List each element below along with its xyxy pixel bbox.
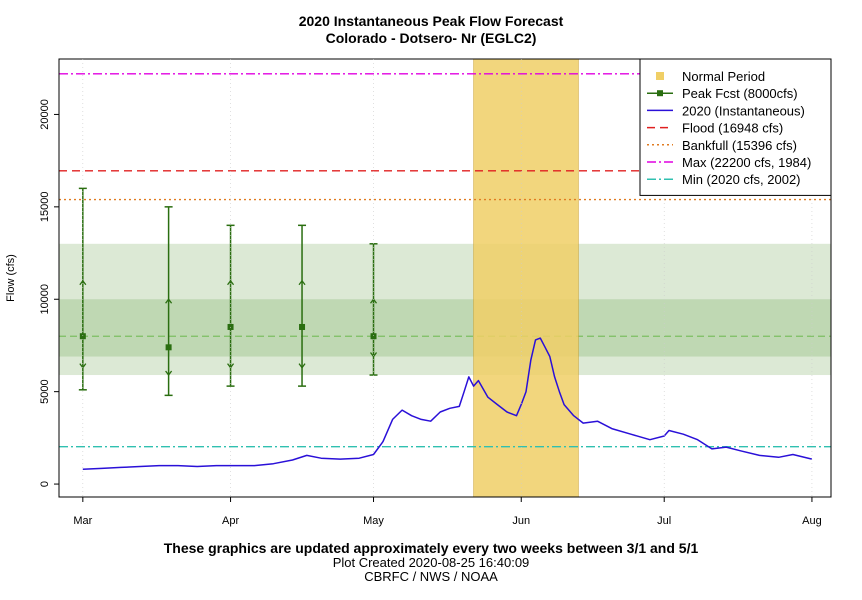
plot-frame bbox=[58, 58, 832, 498]
normal-period-band bbox=[473, 59, 579, 497]
legend-item-5: Bankfull (15396 cfs) bbox=[647, 138, 797, 153]
x-tick-label: Mar bbox=[73, 515, 92, 527]
footer-update-note: These graphics are updated approximately… bbox=[163, 540, 699, 556]
legend-item-4: Flood (16948 cfs) bbox=[647, 121, 783, 136]
forecast-p75-arrow bbox=[165, 370, 173, 377]
legend-item-1: Normal Period bbox=[656, 69, 765, 84]
forecast-p75-arrow bbox=[369, 352, 378, 358]
peak-forecast-2 bbox=[164, 206, 173, 397]
footer-created: Plot Created 2020-08-25 16:40:09 bbox=[332, 555, 530, 570]
legend-item-2: Peak Fcst (8000cfs) bbox=[647, 86, 798, 101]
y-tick-label: 10000 bbox=[39, 284, 51, 315]
legend-label: Peak Fcst (8000cfs) bbox=[682, 86, 798, 101]
x-tick-label: Jul bbox=[657, 515, 671, 527]
x-tick-label: May bbox=[363, 515, 384, 527]
forecast-p25-arrow bbox=[165, 298, 173, 304]
y-tick-label: 20000 bbox=[39, 99, 51, 130]
forecast-p25-arrow bbox=[227, 279, 235, 286]
legend-label: Bankfull (15396 cfs) bbox=[682, 138, 797, 153]
legend-item-7: Min (2020 cfs, 2002) bbox=[647, 172, 801, 187]
legend-swatch bbox=[656, 72, 664, 80]
legend-label: Max (22200 cfs, 1984) bbox=[682, 155, 811, 170]
forecast-p25-arrow bbox=[79, 279, 87, 286]
x-tick-label: Apr bbox=[222, 515, 239, 527]
forecast-point bbox=[299, 323, 306, 330]
forecast-p25-arrow bbox=[298, 279, 306, 286]
x-tick-label: Jun bbox=[512, 515, 530, 527]
legend-item-3: 2020 (Instantaneous) bbox=[647, 103, 805, 118]
series-line-instantaneous bbox=[82, 337, 813, 471]
legend-label: Flood (16948 cfs) bbox=[682, 121, 783, 136]
footer-agency: CBRFC / NWS / NOAA bbox=[364, 569, 498, 584]
forecast-point bbox=[227, 323, 234, 330]
legend-box bbox=[639, 58, 832, 196]
y-tick-label: 5000 bbox=[39, 379, 51, 403]
legend-label: 2020 (Instantaneous) bbox=[682, 103, 805, 118]
forecast-p75-arrow bbox=[298, 363, 306, 369]
chart-subtitle: Colorado - Dotsero- Nr (EGLC2) bbox=[325, 30, 537, 46]
legend-item-6: Max (22200 cfs, 1984) bbox=[647, 155, 811, 170]
forecast-band-inner bbox=[59, 299, 831, 357]
peak-forecast-4 bbox=[298, 224, 307, 387]
chart-title: 2020 Instantaneous Peak Flow Forecast bbox=[298, 13, 564, 29]
y-tick-label: 15000 bbox=[39, 192, 51, 223]
legend-label: Min (2020 cfs, 2002) bbox=[682, 172, 801, 187]
forecast-point bbox=[79, 333, 86, 340]
legend-label: Normal Period bbox=[682, 69, 765, 84]
y-tick-label: 0 bbox=[39, 481, 51, 487]
legend-swatch-point bbox=[657, 90, 663, 97]
y-axis-label: Flow (cfs) bbox=[5, 254, 17, 302]
forecast-point bbox=[370, 333, 377, 340]
x-tick-label: Aug bbox=[802, 515, 822, 527]
forecast-point bbox=[165, 344, 172, 351]
